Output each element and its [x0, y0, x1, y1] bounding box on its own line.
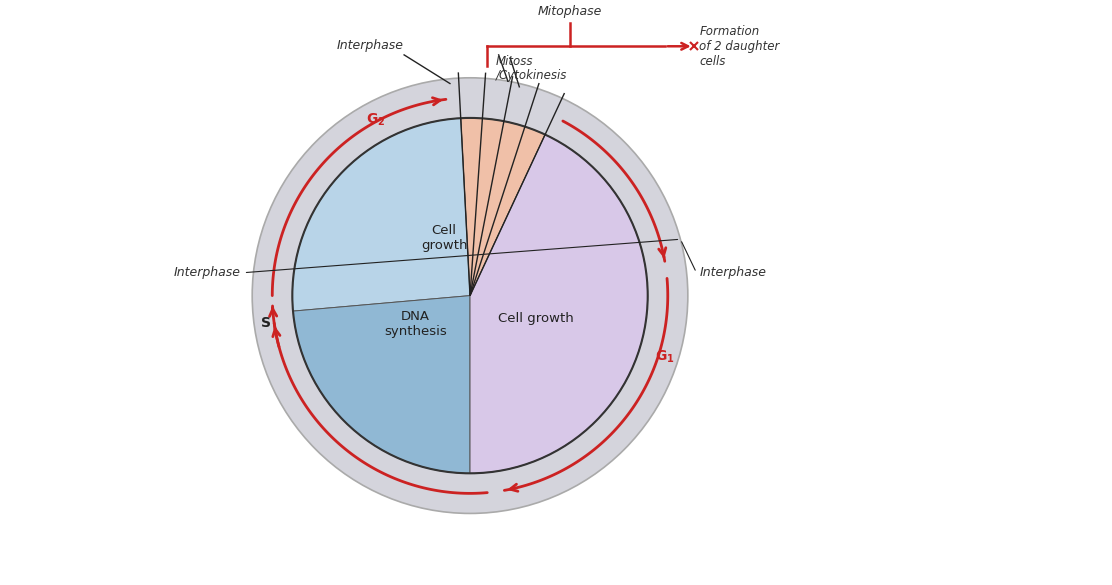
- Text: Mitophase: Mitophase: [538, 5, 603, 18]
- Text: DNA
synthesis: DNA synthesis: [384, 310, 447, 338]
- Text: Interphase: Interphase: [699, 266, 766, 279]
- Wedge shape: [292, 295, 470, 473]
- Text: $\mathbf{S}$: $\mathbf{S}$: [260, 316, 271, 330]
- Text: Formation
of 2 daughter
cells: Formation of 2 daughter cells: [699, 25, 780, 68]
- Text: Interphase: Interphase: [173, 266, 240, 279]
- Wedge shape: [292, 118, 470, 311]
- Wedge shape: [470, 135, 647, 473]
- Text: Cell
growth: Cell growth: [421, 224, 467, 252]
- Text: Cell growth: Cell growth: [498, 312, 574, 325]
- Text: Interphase: Interphase: [336, 39, 404, 52]
- Wedge shape: [460, 118, 545, 295]
- Text: $\mathbf{G_2}$: $\mathbf{G_2}$: [366, 112, 386, 128]
- Text: Mitoss: Mitoss: [496, 55, 534, 68]
- Circle shape: [252, 78, 688, 514]
- Text: $\mathbf{G_1}$: $\mathbf{G_1}$: [655, 349, 675, 365]
- Text: /Cytokinesis: /Cytokinesis: [496, 69, 567, 82]
- Circle shape: [292, 118, 647, 473]
